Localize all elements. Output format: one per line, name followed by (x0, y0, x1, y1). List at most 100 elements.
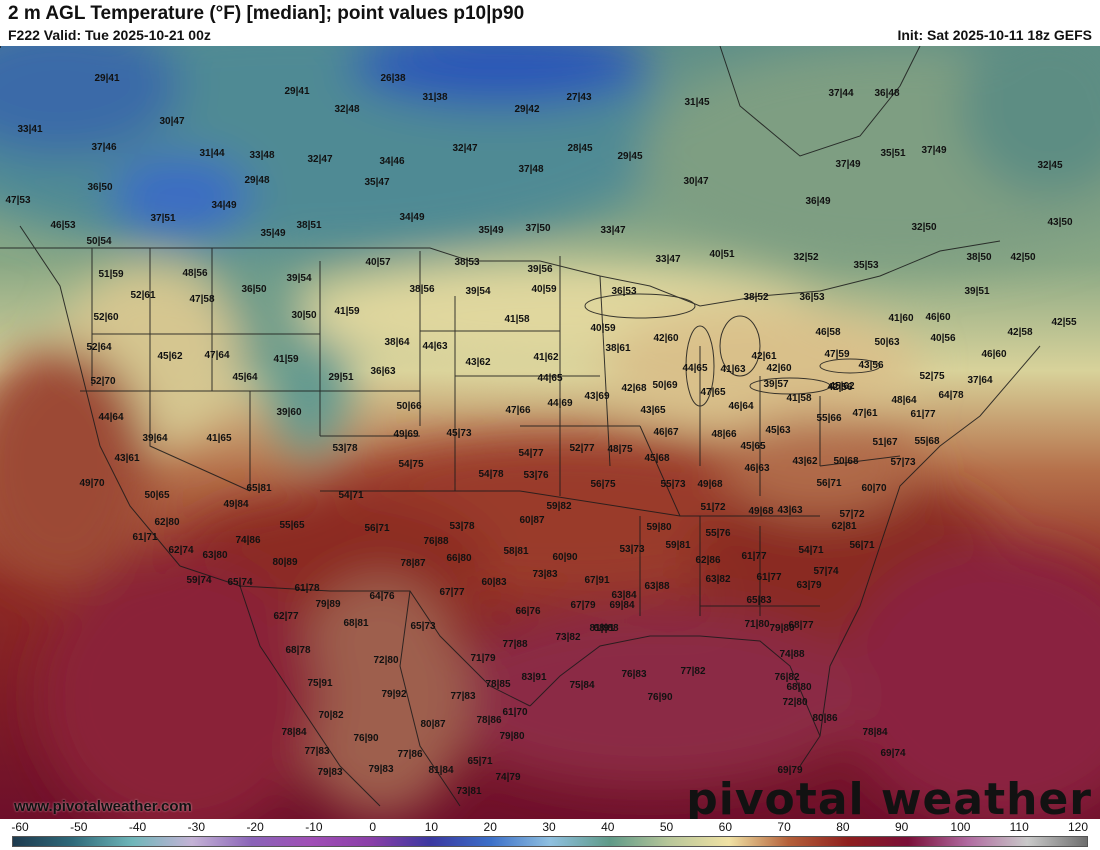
point-value-label: 39|56 (527, 264, 552, 275)
point-value-label: 54|77 (518, 448, 543, 459)
point-value-label: 61|77 (910, 409, 935, 420)
point-value-label: 37|49 (921, 145, 946, 156)
point-value-label: 56|75 (590, 479, 615, 490)
colorbar-tick-label: -50 (70, 820, 88, 834)
point-values: 29|41 29|41 26|38 31|38 27|43 31|45 37|44 36|48… (0, 46, 1077, 797)
point-value-label: 54|75 (398, 459, 423, 470)
point-value-label: 32|50 (911, 222, 936, 233)
colorbar-tick-label: -60 (11, 820, 29, 834)
point-value-label: 38|64 (384, 337, 409, 348)
point-value-label: 46|60 (925, 312, 950, 323)
point-value-label: 31|45 (684, 97, 709, 108)
point-value-label: 28|45 (567, 143, 592, 154)
point-value-label: 75|91 (307, 678, 332, 689)
point-value-label: 44|65 (537, 373, 562, 384)
point-value-label: 72|80 (373, 655, 398, 666)
point-value-label: 51|72 (700, 502, 725, 513)
point-value-label: 37|50 (525, 223, 550, 234)
colorbar-tick-label: 0 (369, 820, 376, 834)
point-value-label: 46|67 (653, 427, 678, 438)
colorbar-tick-label: 70 (777, 820, 791, 834)
temperature-map[interactable]: 29|41 29|41 26|38 31|38 27|43 31|45 37|44 36|48… (0, 46, 1100, 819)
point-value-label: 69|74 (880, 748, 905, 759)
point-value-label: 64|75 (0, 46, 13, 49)
point-value-label: 52|64 (86, 342, 111, 353)
colorbar-tick-label: -30 (187, 820, 205, 834)
point-value-label: 29|45 (617, 151, 642, 162)
colorbar-tick-label: -40 (128, 820, 147, 834)
point-value-label: 39|60 (276, 407, 301, 418)
point-value-label: 35|49 (478, 225, 503, 236)
colorbar-tick-label: 60 (718, 820, 733, 834)
point-value-label: 37|51 (150, 213, 175, 224)
point-value-label: 63|79 (796, 580, 821, 591)
point-value-label: 46|63 (744, 463, 769, 474)
political-borders (0, 46, 1041, 807)
map-title: 2 m AGL Temperature (°F) [median]; point… (8, 3, 525, 24)
point-value-label: 60|70 (861, 483, 886, 494)
point-value-label: 48|64 (891, 395, 916, 406)
point-value-label: 55|76 (705, 528, 730, 539)
point-value-label: 67|91 (584, 575, 609, 586)
point-value-label: 74|86 (235, 535, 260, 546)
brand-logo: pivotal weather (686, 774, 1092, 819)
point-value-label: 60|83 (481, 577, 506, 588)
point-value-label: 42|56 (827, 382, 852, 393)
point-value-label: 41|59 (334, 306, 359, 317)
point-value-label: 48|56 (182, 268, 207, 279)
point-value-label: 64|76 (369, 591, 394, 602)
point-value-label: 53|73 (619, 544, 644, 555)
point-value-label: 37|48 (518, 164, 543, 175)
point-value-label: 62|77 (273, 611, 298, 622)
point-value-label: 79|92 (381, 689, 406, 700)
point-value-label: 60|90 (552, 552, 577, 563)
point-value-label: 34|49 (399, 212, 424, 223)
point-value-label: 59|74 (186, 575, 211, 586)
point-value-label: 44|63 (422, 341, 447, 352)
point-value-label: 42|50 (1010, 252, 1035, 263)
point-value-label: 61|71 (132, 532, 157, 543)
point-value-label: 57|74 (813, 566, 838, 577)
point-value-label: 36|48 (874, 88, 899, 99)
point-value-label: 66|76 (515, 606, 540, 617)
colorbar-tick-label: 90 (894, 820, 909, 834)
colorbar-tick-label: 20 (483, 820, 497, 834)
point-value-label: 50|63 (874, 337, 899, 348)
point-value-label: 54|71 (338, 490, 363, 501)
point-value-label: 34|46 (379, 156, 404, 167)
point-value-label: 81|91 (589, 623, 614, 634)
point-value-label: 69|84 (609, 600, 634, 611)
point-value-label: 36|50 (241, 284, 266, 295)
colorbar-tick-label: 110 (1009, 820, 1029, 834)
point-value-label: 29|41 (94, 73, 119, 84)
point-value-label: 49|84 (223, 499, 248, 510)
map-header: 2 m AGL Temperature (°F) [median]; point… (0, 0, 1100, 46)
point-value-label: 66|80 (446, 553, 471, 564)
point-value-label: 76|82 (774, 672, 799, 683)
point-value-label: 55|68 (914, 436, 939, 447)
point-value-label: 44|64 (98, 412, 123, 423)
point-value-label: 70|82 (318, 710, 343, 721)
point-value-label: 45|73 (446, 428, 471, 439)
point-value-label: 49|68 (697, 479, 722, 490)
point-value-label: 47|65 (700, 387, 725, 398)
point-value-label: 39|54 (465, 286, 490, 297)
point-value-label: 33|47 (655, 254, 680, 265)
point-value-label: 67|79 (570, 600, 595, 611)
point-value-label: 61|77 (756, 572, 781, 583)
point-value-label: 32|45 (1037, 160, 1062, 171)
point-value-label: 33|47 (600, 225, 625, 236)
point-value-label: 29|48 (244, 175, 269, 186)
point-value-label: 39|54 (286, 273, 311, 284)
point-value-label: 50|68 (833, 456, 858, 467)
point-value-label: 42|60 (766, 363, 791, 374)
point-value-label: 83|91 (521, 672, 546, 683)
point-value-label: 78|84 (862, 727, 887, 738)
point-value-label: 35|49 (260, 228, 285, 239)
point-value-label: 43|62 (465, 357, 490, 368)
point-value-label: 72|80 (782, 697, 807, 708)
colorbar-tick-label: 30 (542, 820, 556, 834)
point-value-label: 52|77 (569, 443, 594, 454)
point-value-label: 47|66 (505, 405, 530, 416)
point-value-label: 39|51 (964, 286, 989, 297)
